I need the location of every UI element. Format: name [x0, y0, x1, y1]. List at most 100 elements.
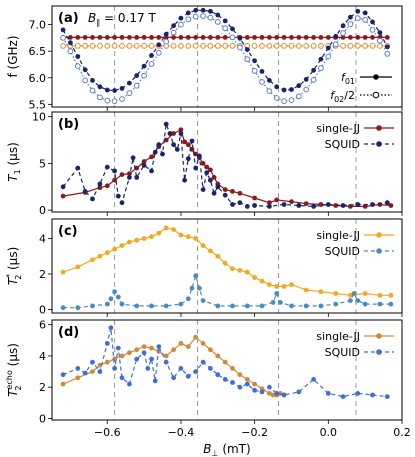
legend-label: SQUID [325, 138, 360, 151]
data-point [82, 67, 88, 73]
data-point [163, 121, 169, 127]
data-point [178, 21, 184, 28]
data-point [149, 154, 154, 160]
data-point [355, 391, 361, 396]
data-point [60, 305, 66, 311]
data-point [340, 43, 347, 49]
legend-marker [372, 91, 380, 99]
y-tick-label: 0 [39, 303, 46, 316]
data-point [149, 168, 154, 174]
data-point [281, 87, 287, 93]
data-point [112, 289, 117, 295]
data-point [259, 389, 265, 395]
data-point [75, 54, 81, 59]
series-2 [60, 121, 390, 209]
panel-label: (a) [58, 11, 79, 26]
data-point [230, 189, 235, 194]
data-point [193, 273, 199, 279]
legend-label: f01 [341, 71, 355, 86]
data-point [267, 200, 272, 206]
data-point [229, 43, 236, 49]
data-point [163, 359, 169, 365]
legend-marker [373, 74, 379, 80]
data-point [222, 192, 228, 198]
legend-label: single-JJ [316, 330, 360, 343]
data-point [288, 97, 295, 103]
x-axis-label-sub: ⊥ [212, 449, 219, 457]
data-point [267, 35, 272, 40]
data-point [274, 391, 280, 396]
data-point [252, 387, 257, 393]
data-point [244, 56, 251, 63]
x-tick-label: −0.2 [241, 426, 268, 439]
data-point [163, 137, 169, 143]
data-point [259, 79, 265, 85]
data-point [318, 43, 324, 49]
axes-frame [51, 319, 403, 421]
data-point [222, 43, 229, 49]
series-1 [60, 35, 390, 40]
legend-marker [376, 141, 382, 147]
data-point [119, 35, 125, 40]
data-point [185, 142, 191, 148]
data-point [193, 165, 199, 171]
data-point [141, 162, 147, 168]
legend-marker [376, 349, 382, 355]
data-point [211, 175, 217, 180]
data-point [171, 131, 177, 136]
annotation-sub: ∥ [96, 18, 100, 27]
y-axis-label: f (GHz) [6, 35, 20, 77]
data-point [251, 68, 258, 74]
data-point [130, 155, 136, 161]
data-point [244, 269, 250, 275]
data-point [310, 43, 317, 49]
data-point [214, 19, 221, 25]
data-point [281, 43, 288, 49]
data-point [208, 35, 213, 40]
data-point [170, 43, 177, 49]
y-axis-label: Techo2 (μs) [5, 343, 23, 397]
y-tick-label: 5.5 [29, 98, 47, 111]
data-point [171, 23, 177, 29]
legend-label: f02/2 [330, 89, 355, 104]
data-point [244, 35, 250, 40]
data-point [193, 369, 199, 374]
data-point [75, 305, 81, 311]
data-point [141, 63, 147, 69]
data-point [311, 204, 316, 209]
y-axis-label: T1 (μs) [6, 142, 22, 182]
data-point [333, 291, 339, 296]
data-point [267, 204, 272, 209]
data-point [303, 201, 309, 207]
data-point [178, 341, 184, 346]
data-point [90, 257, 95, 263]
data-point [340, 23, 346, 29]
data-point [75, 375, 81, 381]
data-point [259, 278, 265, 284]
data-point [185, 16, 192, 23]
data-point [370, 19, 375, 25]
data-point [193, 334, 199, 340]
data-point [112, 88, 117, 93]
data-point [266, 88, 273, 94]
data-point [60, 381, 66, 387]
data-point [318, 202, 324, 207]
legend-label-sub: 02 [334, 95, 344, 104]
data-point [134, 73, 140, 78]
data-point [119, 353, 125, 359]
data-point [348, 35, 353, 40]
data-point [318, 289, 324, 295]
series-1 [60, 127, 394, 209]
data-point [355, 8, 361, 14]
data-point [149, 345, 154, 351]
legend-label: single-JJ [316, 122, 360, 135]
data-point [178, 43, 184, 49]
data-point [384, 44, 390, 50]
data-point [288, 43, 295, 49]
y-axis-label-unit: (μs) [6, 142, 20, 169]
data-point [97, 35, 103, 40]
y-axis-label-symbol: T [6, 388, 20, 397]
data-point [318, 303, 324, 309]
data-point [354, 15, 361, 22]
data-point [351, 291, 357, 296]
